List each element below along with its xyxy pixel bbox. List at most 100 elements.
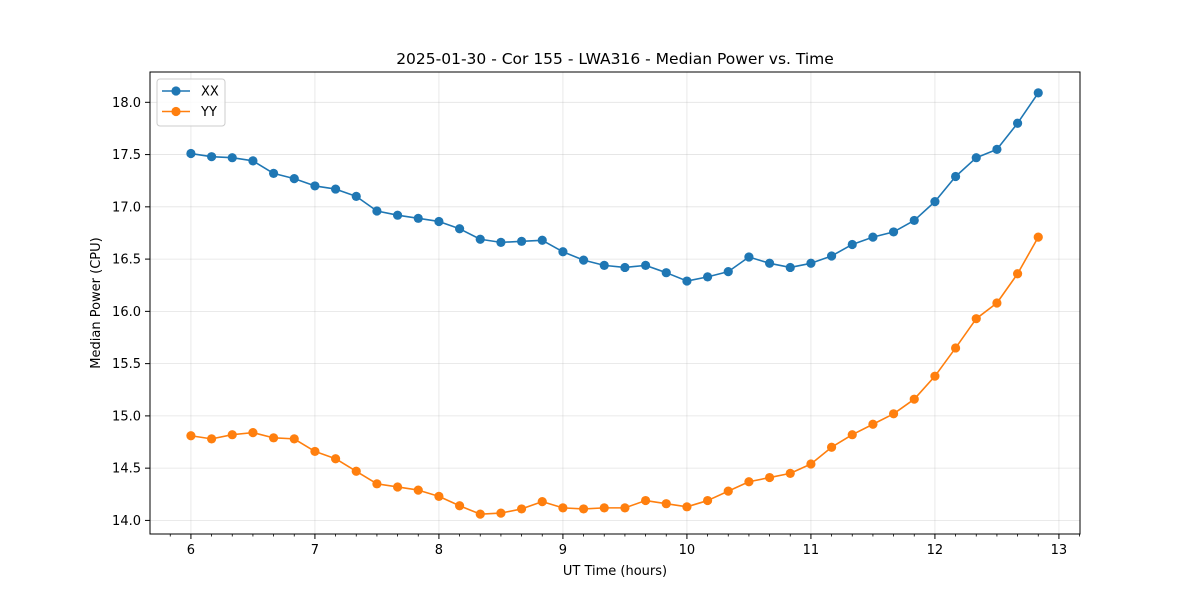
plot-frame [149,71,1081,535]
x-tick-label: 12 [927,543,944,558]
y-tick-label: 15.5 [112,357,141,372]
y-tick-label: 16.5 [112,253,141,268]
grid [150,72,1080,534]
x-tick-label: 10 [679,543,696,558]
data-point-xx [930,197,940,207]
data-point-xx [310,181,320,191]
data-point-yy [558,503,568,513]
x-tick-label: 11 [803,543,820,558]
data-point-yy [868,419,878,429]
data-point-xx [268,168,279,178]
y-tick-label: 17.0 [112,200,141,215]
y-axis-label: Median Power (CPU) [89,237,104,368]
data-point-yy [372,479,382,489]
data-point-xx [1012,118,1023,128]
data-point-yy [640,495,651,506]
data-point-yy [888,409,899,419]
data-point-yy [744,477,754,487]
x-tick-label: 8 [435,543,443,558]
data-point-xx [764,258,775,268]
data-point-yy [599,503,609,513]
data-point-xx [620,262,630,273]
data-point-yy [806,459,816,469]
data-point-yy [578,504,589,514]
data-point-xx [496,237,506,247]
y-tick-label: 16.0 [112,305,141,320]
data-point-xx [330,184,341,194]
data-point-xx [950,171,961,182]
data-point-yy [764,472,775,483]
data-point-yy [413,485,423,495]
data-point-xx [537,235,547,245]
data-point-yy [330,454,341,464]
data-point-xx [909,215,919,226]
x-tick-label: 7 [311,543,319,558]
data-point-yy [537,496,547,507]
data-point-xx [702,272,713,282]
data-point-xx [1033,88,1043,98]
data-point-xx [392,210,403,220]
data-point-xx [971,153,981,163]
data-point-yy [516,504,527,514]
data-point-yy [826,442,837,452]
data-point-yy [186,431,196,441]
data-point-xx [888,227,899,237]
data-point-xx [992,144,1002,154]
x-tick-label: 6 [187,543,195,558]
x-tick-label: 13 [1051,543,1068,558]
data-point-xx [785,262,795,273]
data-point-xx [826,251,837,261]
legend-swatch-marker [171,106,181,117]
data-point-xx [227,153,237,163]
y-tick-label: 14.0 [112,514,141,529]
data-point-yy [682,502,692,512]
legend-swatch-marker [171,86,181,96]
data-point-yy [434,491,444,501]
data-point-xx [744,252,754,262]
data-point-xx [516,236,527,246]
data-point-yy [454,501,465,511]
x-tick-label: 9 [559,543,567,558]
data-point-xx [289,174,299,184]
data-point-xx [682,276,692,286]
data-point-yy [206,434,217,444]
data-point-yy [289,434,299,444]
data-point-yy [620,503,630,513]
data-point-xx [186,148,196,159]
data-point-yy [992,298,1002,308]
data-point-xx [661,268,671,278]
data-point-yy [227,430,237,440]
data-point-xx [475,234,485,244]
series-line-yy [190,236,1039,515]
legend-label: XX [201,85,219,100]
data-point-xx [351,191,361,201]
data-point-yy [971,314,981,324]
data-point-yy [310,446,320,457]
data-point-xx [206,152,217,162]
data-point-yy [392,482,403,492]
y-tick-label: 14.5 [112,462,141,477]
legend-label: YY [200,105,217,120]
y-tick-label: 15.0 [112,409,141,424]
data-point-yy [909,394,919,404]
data-point-xx [806,258,816,268]
data-point-xx [578,255,589,265]
data-point-xx [723,267,733,277]
data-point-xx [640,260,651,270]
x-axis-label: UT Time (hours) [563,564,667,579]
data-point-xx [599,260,609,270]
data-point-xx [413,213,423,223]
data-point-xx [454,224,465,234]
data-point-xx [434,216,444,227]
data-point-yy [351,466,361,476]
data-point-yy [847,430,857,440]
data-point-yy [475,509,485,519]
data-point-xx [847,239,857,250]
chart-title: 2025-01-30 - Cor 155 - LWA316 - Median P… [396,50,834,68]
data-point-yy [702,495,713,506]
y-tick-label: 17.5 [112,148,141,163]
data-point-yy [1033,232,1043,242]
data-point-yy [248,428,258,438]
